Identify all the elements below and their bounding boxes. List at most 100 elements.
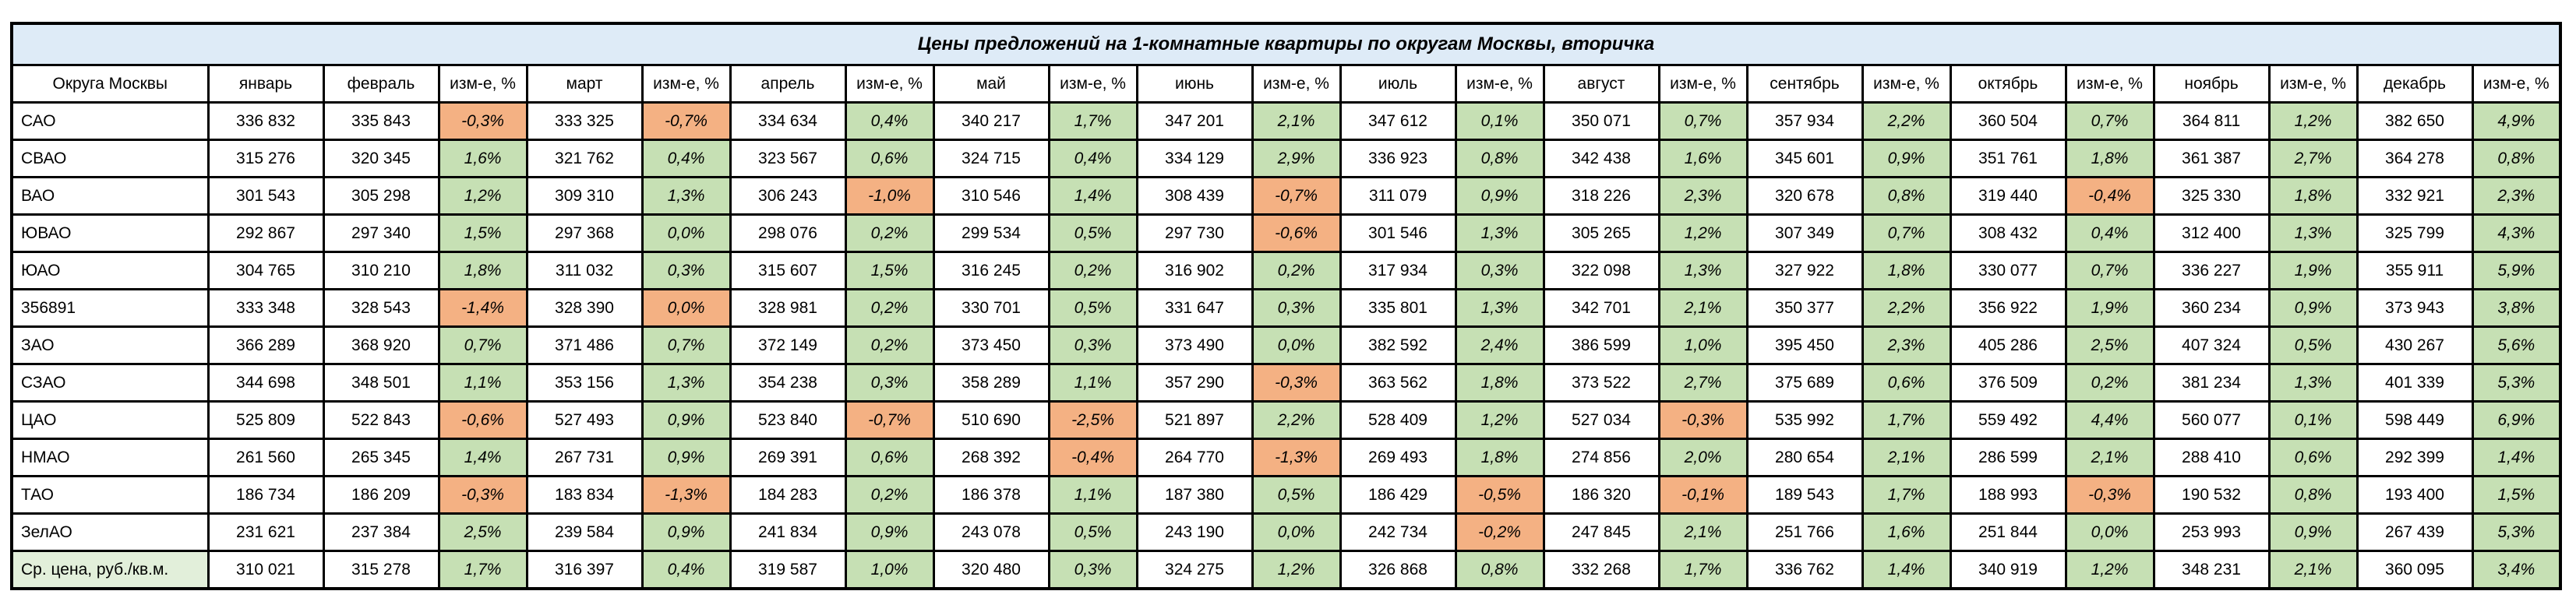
value-cell[interactable]: 373 522 [1542,363,1660,403]
change-cell[interactable]: 0,4% [2064,213,2155,253]
change-cell[interactable]: 1,5% [844,251,935,290]
district-cell[interactable]: СВАО [10,139,210,178]
header-change-column[interactable]: изм-е, % [2267,64,2359,104]
change-cell[interactable]: 0,6% [1861,363,1952,403]
value-cell[interactable]: 364 811 [2152,101,2271,141]
value-cell[interactable]: 361 387 [2152,139,2271,178]
district-cell[interactable]: СЗАО [10,363,210,403]
change-cell[interactable]: 0,1% [2267,400,2359,440]
change-cell[interactable]: 0,0% [1251,325,1342,365]
value-cell[interactable]: 311 079 [1339,176,1457,216]
change-cell[interactable]: 2,4% [1454,325,1545,365]
change-cell[interactable]: 1,7% [1861,400,1952,440]
value-cell[interactable]: 407 324 [2152,325,2271,365]
change-cell[interactable]: 0,4% [1047,139,1138,178]
value-cell[interactable]: 267 439 [2355,512,2474,552]
value-cell[interactable]: 345 601 [1745,139,1864,178]
change-cell[interactable]: 1,6% [1657,139,1749,178]
value-cell[interactable]: 316 245 [932,251,1050,290]
value-cell[interactable]: 308 432 [1949,213,2067,253]
change-cell[interactable]: -0,3% [2064,475,2155,515]
value-cell[interactable]: 186 209 [322,475,440,515]
value-cell[interactable]: 328 981 [729,288,847,328]
change-cell[interactable]: 2,1% [1657,512,1749,552]
value-cell[interactable]: 301 546 [1339,213,1457,253]
value-cell[interactable]: 525 809 [206,400,325,440]
change-cell[interactable]: 0,1% [1454,101,1545,141]
value-cell[interactable]: 324 715 [932,139,1050,178]
change-cell[interactable]: 1,7% [1861,475,1952,515]
change-cell[interactable]: 0,0% [1251,512,1342,552]
change-cell[interactable]: -0,2% [1454,512,1545,552]
header-month-май[interactable]: май [932,64,1050,104]
value-cell[interactable]: 527 493 [525,400,644,440]
change-cell[interactable]: 0,4% [844,101,935,141]
value-cell[interactable]: 382 592 [1339,325,1457,365]
value-cell[interactable]: 320 480 [932,550,1050,590]
value-cell[interactable]: 336 227 [2152,251,2271,290]
change-cell[interactable]: 0,5% [1047,512,1138,552]
value-cell[interactable]: 371 486 [525,325,644,365]
change-cell[interactable]: 1,0% [844,550,935,590]
header-month-июнь[interactable]: июнь [1135,64,1254,104]
value-cell[interactable]: 267 731 [525,438,644,477]
header-month-декабрь[interactable]: декабрь [2355,64,2474,104]
value-cell[interactable]: 247 845 [1542,512,1660,552]
value-cell[interactable]: 305 265 [1542,213,1660,253]
change-cell[interactable]: 5,9% [2471,251,2562,290]
change-cell[interactable]: 1,7% [1657,550,1749,590]
value-cell[interactable]: 183 834 [525,475,644,515]
value-cell[interactable]: 336 762 [1745,550,1864,590]
value-cell[interactable]: 342 438 [1542,139,1660,178]
header-month-сентябрь[interactable]: сентябрь [1745,64,1864,104]
change-cell[interactable]: 0,8% [1454,139,1545,178]
change-cell[interactable]: 1,7% [1047,101,1138,141]
change-cell[interactable]: 1,5% [437,213,528,253]
change-cell[interactable]: 2,1% [2267,550,2359,590]
value-cell[interactable]: 299 534 [932,213,1050,253]
value-cell[interactable]: 430 267 [2355,325,2474,365]
change-cell[interactable]: 3,4% [2471,550,2562,590]
value-cell[interactable]: 315 276 [206,139,325,178]
change-cell[interactable]: 1,2% [1251,550,1342,590]
value-cell[interactable]: 311 032 [525,251,644,290]
value-cell[interactable]: 321 762 [525,139,644,178]
value-cell[interactable]: 318 226 [1542,176,1660,216]
value-cell[interactable]: 382 650 [2355,101,2474,141]
value-cell[interactable]: 325 799 [2355,213,2474,253]
change-cell[interactable]: 0,8% [2471,139,2562,178]
value-cell[interactable]: 326 868 [1339,550,1457,590]
change-cell[interactable]: -0,3% [437,475,528,515]
change-cell[interactable]: -1,3% [1251,438,1342,477]
header-month-октябрь[interactable]: октябрь [1949,64,2067,104]
change-cell[interactable]: 1,8% [2267,176,2359,216]
change-cell[interactable]: -0,3% [1657,400,1749,440]
change-cell[interactable]: 2,1% [1861,438,1952,477]
change-cell[interactable]: 1,7% [437,550,528,590]
value-cell[interactable]: 288 410 [2152,438,2271,477]
header-change-column[interactable]: изм-е, % [1861,64,1952,104]
change-cell[interactable]: 1,3% [2267,363,2359,403]
change-cell[interactable]: 0,6% [844,139,935,178]
value-cell[interactable]: 308 439 [1135,176,1254,216]
change-cell[interactable]: 1,8% [2064,139,2155,178]
value-cell[interactable]: 323 567 [729,139,847,178]
header-change-column[interactable]: изм-е, % [2064,64,2155,104]
change-cell[interactable]: 1,8% [1861,251,1952,290]
district-cell[interactable]: 356891 [10,288,210,328]
value-cell[interactable]: 242 734 [1339,512,1457,552]
change-cell[interactable]: 0,2% [844,288,935,328]
change-cell[interactable]: -0,6% [437,400,528,440]
change-cell[interactable]: 1,4% [1861,550,1952,590]
header-change-column[interactable]: изм-е, % [1251,64,1342,104]
value-cell[interactable]: 297 368 [525,213,644,253]
value-cell[interactable]: 268 392 [932,438,1050,477]
value-cell[interactable]: 344 698 [206,363,325,403]
value-cell[interactable]: 280 654 [1745,438,1864,477]
change-cell[interactable]: 0,4% [640,550,732,590]
change-cell[interactable]: 0,7% [437,325,528,365]
value-cell[interactable]: 364 278 [2355,139,2474,178]
value-cell[interactable]: 253 993 [2152,512,2271,552]
change-cell[interactable]: 0,7% [1657,101,1749,141]
value-cell[interactable]: 353 156 [525,363,644,403]
